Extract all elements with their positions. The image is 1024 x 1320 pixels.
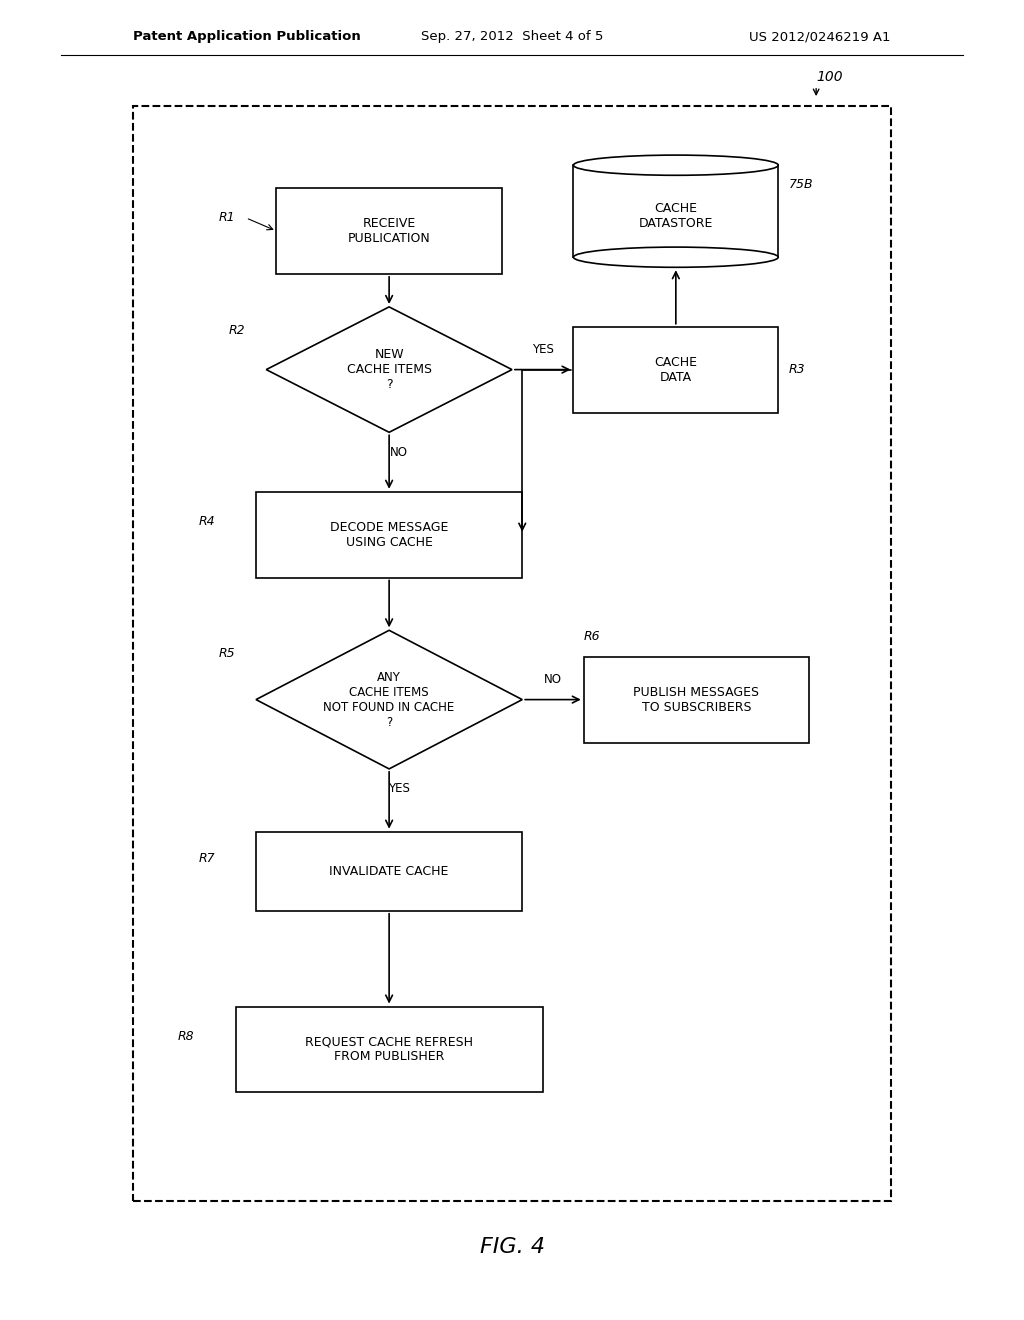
- Ellipse shape: [573, 156, 778, 176]
- Text: R5: R5: [219, 647, 236, 660]
- Text: REQUEST CACHE REFRESH
FROM PUBLISHER: REQUEST CACHE REFRESH FROM PUBLISHER: [305, 1035, 473, 1064]
- FancyBboxPatch shape: [573, 327, 778, 412]
- Text: R1: R1: [219, 211, 236, 224]
- Text: PUBLISH MESSAGES
TO SUBSCRIBERS: PUBLISH MESSAGES TO SUBSCRIBERS: [633, 685, 760, 714]
- Text: Sep. 27, 2012  Sheet 4 of 5: Sep. 27, 2012 Sheet 4 of 5: [421, 30, 603, 44]
- Text: FIG. 4: FIG. 4: [479, 1237, 545, 1258]
- Text: NO: NO: [544, 673, 562, 686]
- Text: YES: YES: [388, 783, 411, 795]
- Text: CACHE
DATA: CACHE DATA: [654, 355, 697, 384]
- Text: Patent Application Publication: Patent Application Publication: [133, 30, 360, 44]
- FancyBboxPatch shape: [256, 832, 522, 911]
- Text: 75B: 75B: [788, 178, 813, 191]
- Text: R7: R7: [199, 851, 215, 865]
- Bar: [573, 183, 778, 257]
- FancyBboxPatch shape: [133, 106, 891, 1201]
- Text: CACHE
DATASTORE: CACHE DATASTORE: [639, 202, 713, 230]
- FancyBboxPatch shape: [276, 189, 502, 275]
- Text: YES: YES: [531, 343, 554, 356]
- Ellipse shape: [573, 247, 778, 267]
- Text: 100: 100: [816, 70, 843, 83]
- FancyBboxPatch shape: [256, 492, 522, 578]
- Text: RECEIVE
PUBLICATION: RECEIVE PUBLICATION: [348, 216, 430, 246]
- Text: R3: R3: [788, 363, 805, 376]
- FancyBboxPatch shape: [236, 1006, 543, 1093]
- Polygon shape: [256, 631, 522, 768]
- FancyBboxPatch shape: [584, 657, 809, 742]
- Text: R2: R2: [229, 323, 246, 337]
- Text: INVALIDATE CACHE: INVALIDATE CACHE: [330, 865, 449, 878]
- Text: ANY
CACHE ITEMS
NOT FOUND IN CACHE
?: ANY CACHE ITEMS NOT FOUND IN CACHE ?: [324, 671, 455, 729]
- Text: NEW
CACHE ITEMS
?: NEW CACHE ITEMS ?: [346, 348, 432, 391]
- Text: US 2012/0246219 A1: US 2012/0246219 A1: [750, 30, 891, 44]
- Polygon shape: [266, 308, 512, 433]
- Text: NO: NO: [390, 446, 409, 458]
- Text: R4: R4: [199, 515, 215, 528]
- Text: R6: R6: [584, 631, 600, 643]
- Text: R8: R8: [178, 1030, 195, 1043]
- Text: DECODE MESSAGE
USING CACHE: DECODE MESSAGE USING CACHE: [330, 520, 449, 549]
